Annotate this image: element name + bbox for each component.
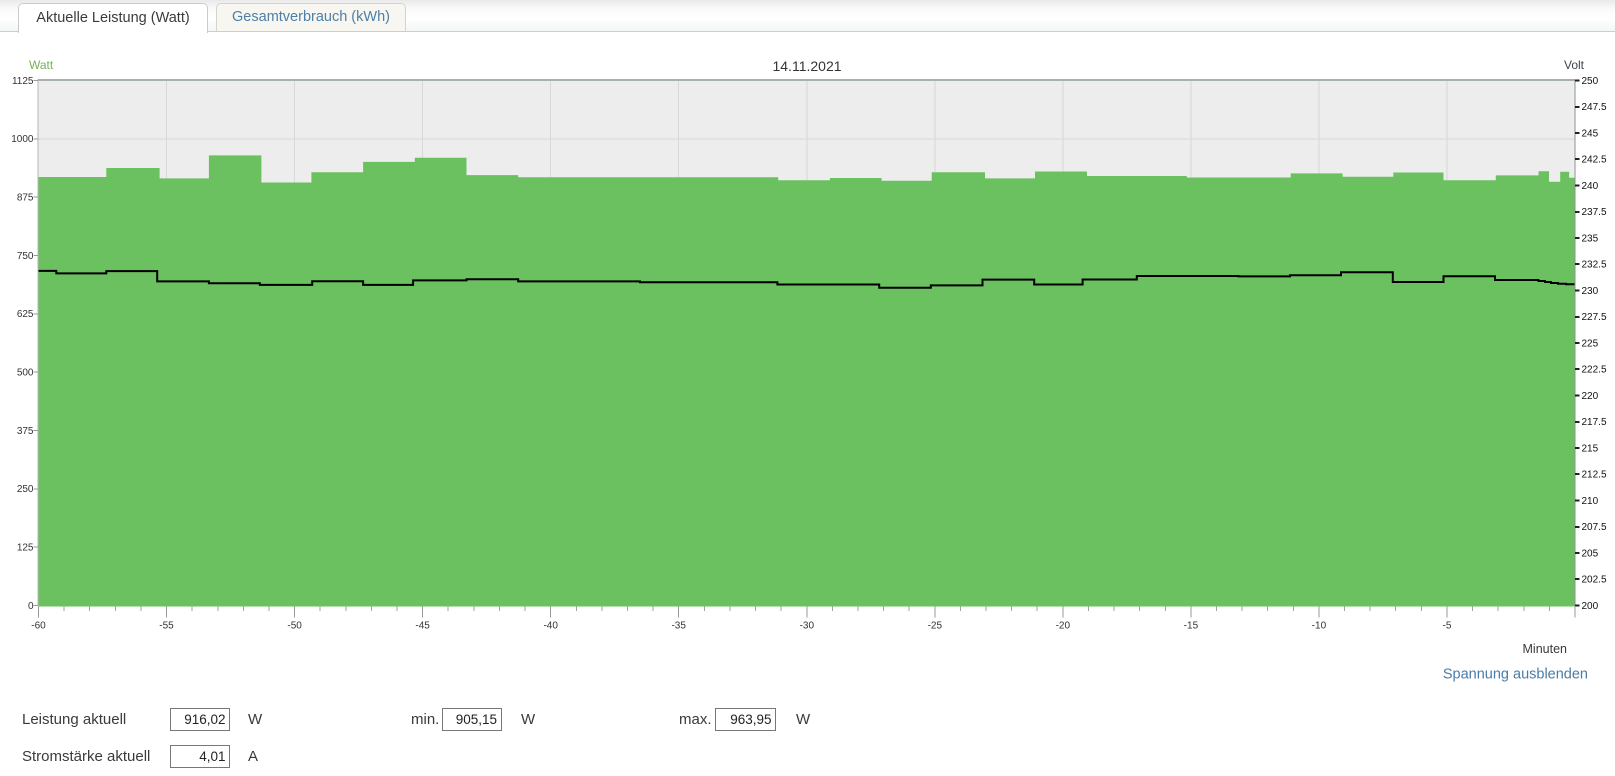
svg-text:14.11.2021: 14.11.2021 — [772, 58, 841, 74]
svg-text:375: 375 — [17, 426, 34, 437]
svg-text:222.5: 222.5 — [1582, 365, 1607, 376]
svg-text:-5: -5 — [1443, 621, 1452, 632]
svg-text:240: 240 — [1582, 181, 1599, 192]
svg-text:-45: -45 — [415, 621, 430, 632]
svg-text:500: 500 — [17, 368, 34, 379]
svg-text:247.5: 247.5 — [1582, 102, 1607, 113]
svg-text:242.5: 242.5 — [1582, 155, 1607, 166]
svg-text:Spannung ausblenden: Spannung ausblenden — [1443, 667, 1588, 683]
svg-text:205: 205 — [1582, 548, 1599, 559]
svg-text:212.5: 212.5 — [1582, 470, 1607, 481]
svg-text:0: 0 — [28, 601, 34, 612]
svg-text:125: 125 — [17, 543, 34, 554]
svg-text:-30: -30 — [800, 621, 815, 632]
svg-text:-55: -55 — [159, 621, 174, 632]
svg-text:207.5: 207.5 — [1582, 522, 1607, 533]
svg-text:210: 210 — [1582, 496, 1599, 507]
svg-text:230: 230 — [1582, 286, 1599, 297]
svg-text:-50: -50 — [287, 621, 302, 632]
svg-text:-35: -35 — [671, 621, 686, 632]
svg-text:232.5: 232.5 — [1582, 260, 1607, 271]
svg-text:Volt: Volt — [1564, 58, 1585, 72]
svg-text:-60: -60 — [31, 621, 46, 632]
svg-text:-20: -20 — [1056, 621, 1071, 632]
svg-text:750: 750 — [17, 251, 34, 262]
svg-text:Watt: Watt — [29, 58, 54, 72]
svg-text:235: 235 — [1582, 233, 1599, 244]
svg-text:1000: 1000 — [11, 134, 34, 145]
svg-text:875: 875 — [17, 193, 34, 204]
svg-text:225: 225 — [1582, 338, 1599, 349]
svg-text:625: 625 — [17, 309, 34, 320]
svg-text:250: 250 — [17, 484, 34, 495]
svg-text:Minuten: Minuten — [1523, 642, 1568, 656]
svg-text:220: 220 — [1582, 391, 1599, 402]
svg-text:1125: 1125 — [12, 76, 34, 87]
svg-text:227.5: 227.5 — [1582, 312, 1607, 323]
svg-text:202.5: 202.5 — [1582, 575, 1607, 586]
svg-text:-40: -40 — [543, 621, 558, 632]
svg-text:245: 245 — [1582, 128, 1599, 139]
svg-text:-25: -25 — [928, 621, 943, 632]
svg-text:200: 200 — [1582, 601, 1599, 612]
svg-text:-15: -15 — [1184, 621, 1199, 632]
svg-text:250: 250 — [1582, 76, 1599, 87]
svg-text:237.5: 237.5 — [1582, 207, 1607, 218]
svg-text:215: 215 — [1582, 443, 1599, 454]
svg-text:-10: -10 — [1312, 621, 1327, 632]
svg-text:217.5: 217.5 — [1582, 417, 1607, 428]
